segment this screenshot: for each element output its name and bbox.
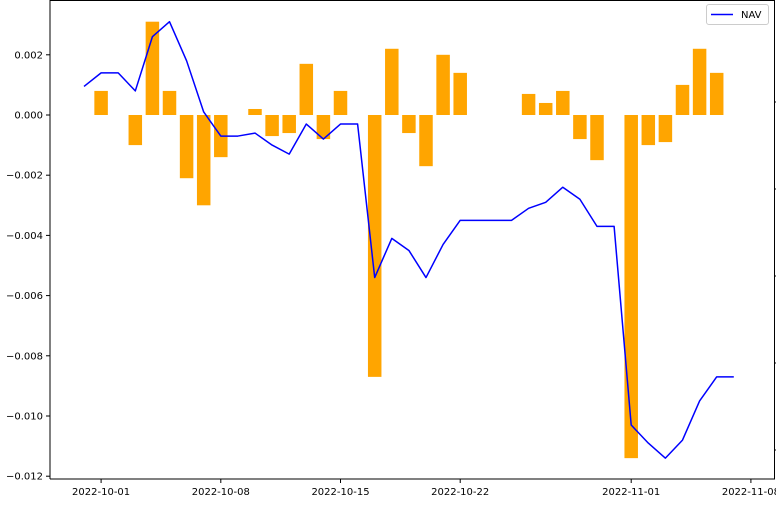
y-axis: 0.002 0.000 −0.002 −0.004 −0.006 −0.008 −0.010… (6, 50, 50, 482)
bar-2022-10-07 (197, 115, 211, 205)
bar-2022-10-15 (334, 91, 348, 115)
bar-2022-11-06 (710, 73, 724, 115)
bar-2022-10-29 (573, 115, 587, 139)
x-tick-label: 2022-10-22 (431, 487, 489, 498)
bar-2022-10-20 (419, 115, 433, 166)
bar-2022-10-21 (436, 55, 450, 115)
bar-2022-10-26 (522, 94, 536, 115)
bar-2022-11-01 (624, 115, 638, 458)
y-tick-label: −0.006 (6, 291, 43, 302)
x-tick-label: 2022-11-08 (722, 487, 776, 498)
bar-2022-10-30 (590, 115, 604, 160)
bar-2022-10-17 (368, 115, 382, 377)
bar-2022-11-05 (693, 49, 707, 115)
x-tick-label: 2022-10-01 (72, 487, 130, 498)
bar-2022-11-03 (659, 115, 673, 142)
bar-2022-10-10 (248, 109, 262, 115)
bar-2022-10-03 (129, 115, 143, 145)
bar-2022-10-27 (539, 103, 553, 115)
y-tick-label: −0.010 (6, 412, 43, 423)
y-tick-label: −0.012 (6, 472, 43, 483)
legend: NAV (707, 5, 769, 25)
bar-2022-11-04 (676, 85, 690, 115)
bar-2022-10-12 (282, 115, 296, 133)
x-tick-label: 2022-11-01 (602, 487, 660, 498)
legend-label-nav: NAV (741, 10, 762, 21)
bar-2022-10-04 (146, 22, 160, 115)
bar-2022-10-28 (556, 91, 570, 115)
bar-2022-10-22 (453, 73, 467, 115)
x-tick-label: 2022-10-15 (311, 487, 369, 498)
bar-2022-11-02 (642, 115, 656, 145)
y-tick-label: −0.004 (6, 231, 43, 242)
bar-2022-10-18 (385, 49, 399, 115)
bar-2022-10-01 (94, 91, 108, 115)
y-tick-label: −0.002 (6, 171, 43, 182)
y-tick-label: 0.000 (14, 111, 43, 122)
bar-2022-10-13 (300, 64, 314, 115)
bar-2022-10-06 (180, 115, 194, 178)
bar-2022-10-05 (163, 91, 177, 115)
y-tick-label: 0.002 (14, 50, 43, 61)
bar-2022-10-11 (265, 115, 279, 136)
x-tick-label: 2022-10-08 (192, 487, 250, 498)
y-tick-label: −0.008 (6, 351, 43, 362)
bar-2022-10-19 (402, 115, 416, 133)
x-axis: 2022-10-01 2022-10-08 2022-10-15 2022-10-22… (72, 479, 776, 498)
